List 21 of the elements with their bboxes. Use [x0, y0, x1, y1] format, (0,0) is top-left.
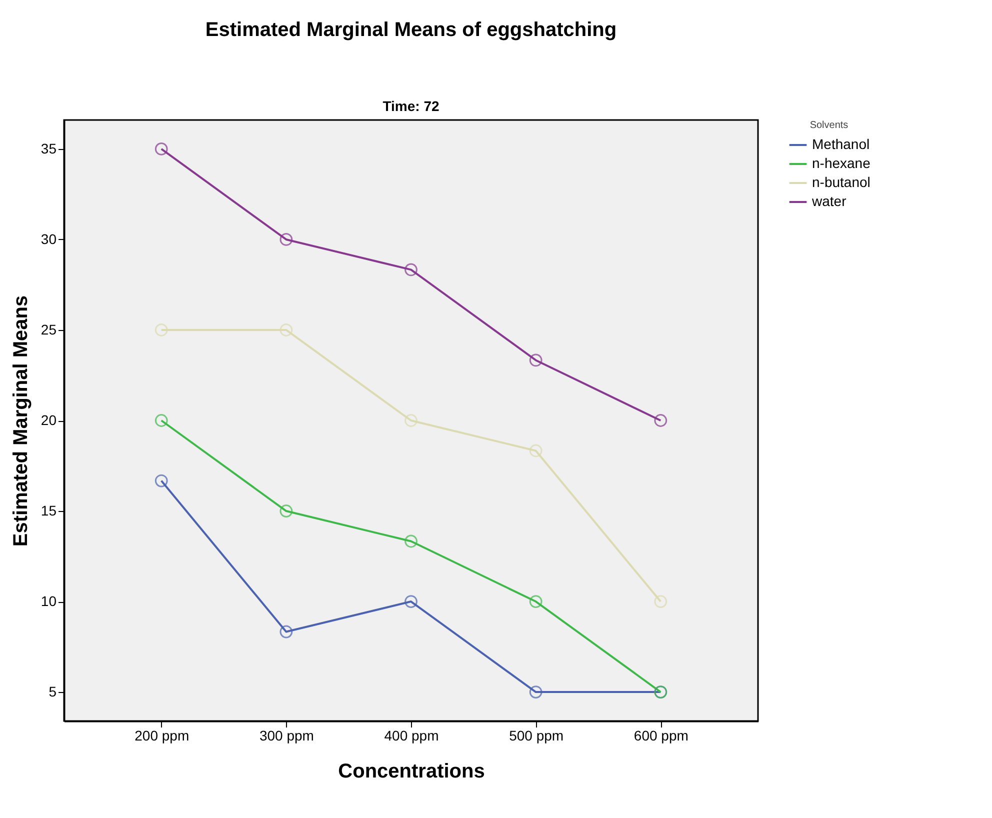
y-tick-label: 10 [40, 593, 57, 610]
x-tick-label: 300 ppm [259, 728, 314, 744]
legend-title: Solvents [810, 120, 848, 131]
chart-subtitle: Time: 72 [382, 98, 440, 114]
y-tick-label: 15 [40, 502, 57, 519]
y-tick-label: 35 [40, 140, 57, 156]
x-tick-label: 600 ppm [634, 728, 688, 744]
chart-title: Estimated Marginal Means of eggshatching [205, 19, 617, 41]
y-tick-label: 30 [40, 230, 57, 247]
legend-label: n-hexane [812, 155, 871, 171]
x-tick-label: 500 ppm [509, 728, 564, 744]
legend-label: water [811, 193, 847, 209]
legend-label: n-butanol [812, 174, 870, 190]
y-tick-label: 20 [40, 412, 57, 428]
legend-label: Methanol [812, 136, 870, 152]
x-tick-label: 400 ppm [384, 728, 439, 744]
y-tick-label: 25 [40, 321, 57, 338]
y-tick-label: 5 [48, 684, 57, 700]
x-axis-title: Concentrations [338, 760, 485, 782]
y-axis-title: Estimated Marginal Means [10, 295, 32, 547]
x-tick-label: 200 ppm [134, 728, 190, 744]
